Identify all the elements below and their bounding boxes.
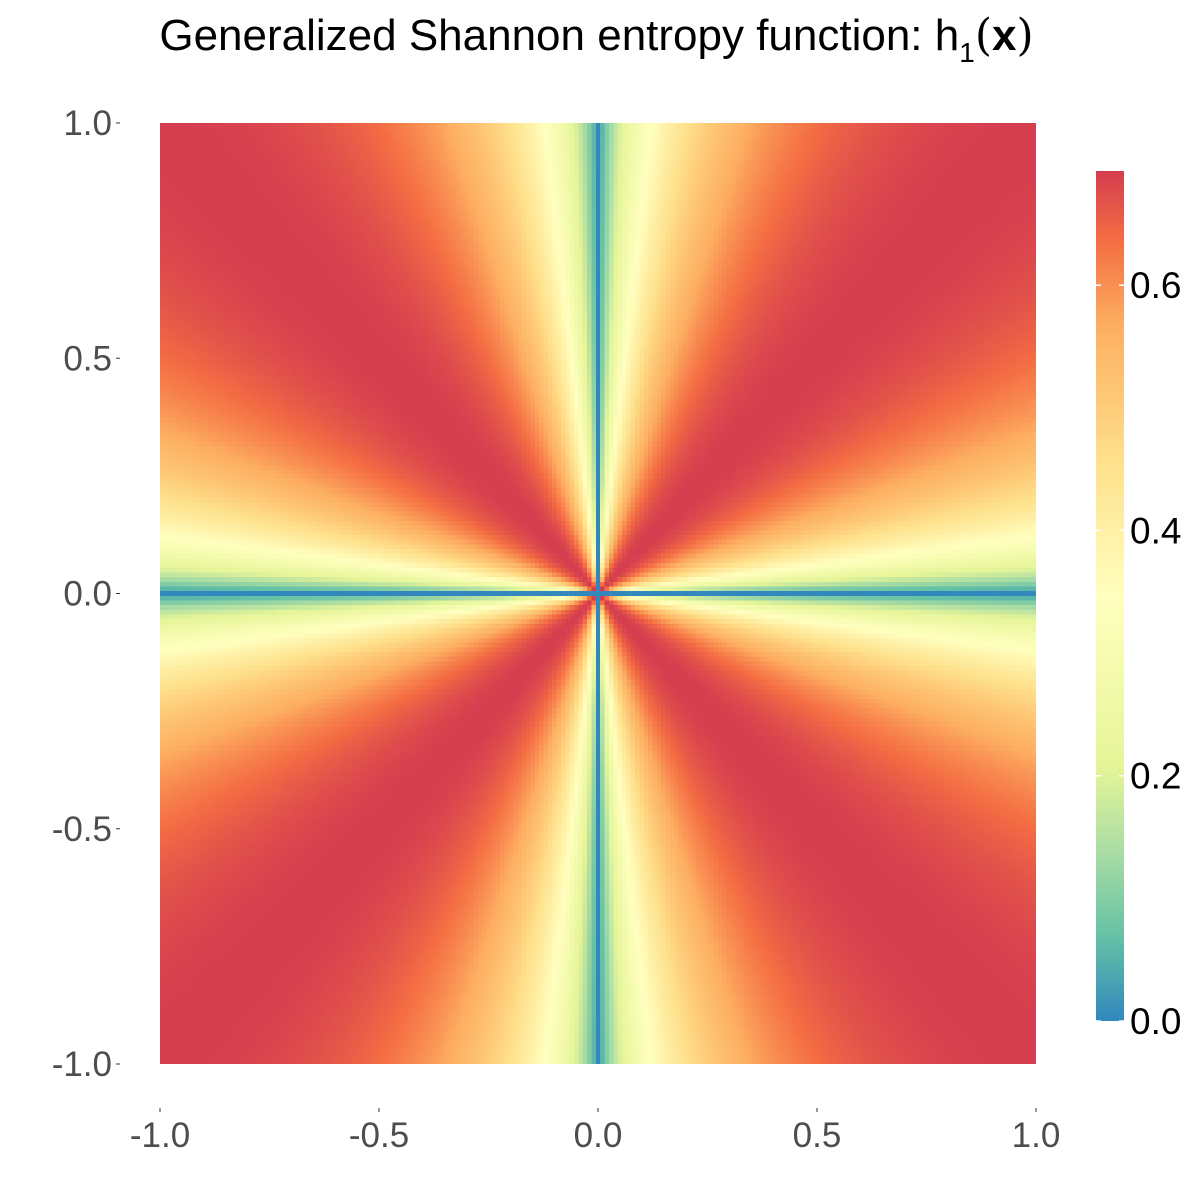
chart-title-open-paren: ( <box>974 10 992 61</box>
colorbar-gradient <box>1096 171 1124 1021</box>
y-tick-label: 0.0 <box>63 575 112 614</box>
y-tick-label: -1.0 <box>52 1045 112 1084</box>
colorbar-tick-label: 0.2 <box>1130 756 1181 797</box>
x-tick-label: -1.0 <box>130 1116 190 1155</box>
y-tick-label: -0.5 <box>52 810 112 849</box>
x-tick-label: 0.5 <box>793 1116 842 1155</box>
chart-title-close-paren: ) <box>1016 10 1034 61</box>
y-tick-label: 1.0 <box>63 104 112 143</box>
chart-title-main: Generalized Shannon entropy function: h <box>159 11 960 60</box>
colorbar-tick-label: 0.0 <box>1130 1001 1181 1042</box>
y-tick-label: 0.5 <box>63 339 112 378</box>
x-tick-label: -0.5 <box>349 1116 409 1155</box>
chart-title-subscript: 1 <box>959 37 975 68</box>
chart-title-vector-x: x <box>991 11 1017 60</box>
colorbar-tick-label: 0.4 <box>1130 510 1181 551</box>
x-tick-label: 1.0 <box>1012 1116 1061 1155</box>
entropy-heatmap <box>160 123 1036 1064</box>
chart-title: Generalized Shannon entropy function: h1… <box>0 8 1193 81</box>
x-tick-label: 0.0 <box>574 1116 623 1155</box>
colorbar-tick-label: 0.6 <box>1130 265 1181 306</box>
